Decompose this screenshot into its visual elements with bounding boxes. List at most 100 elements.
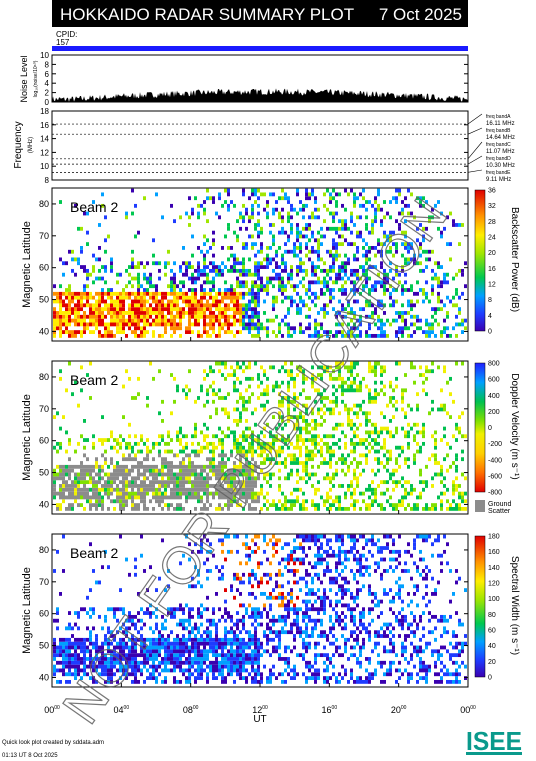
heatmap-cell <box>224 411 227 416</box>
heatmap-cell <box>188 223 191 227</box>
heatmap-cell <box>71 257 74 262</box>
heatmap-cell <box>290 373 293 377</box>
heatmap-cell <box>185 679 188 684</box>
heatmap-cell <box>341 392 344 397</box>
heatmap-cell <box>263 284 266 289</box>
heatmap-cell <box>260 284 263 289</box>
heatmap-cell <box>230 588 233 593</box>
heatmap-cell <box>245 426 248 431</box>
heatmap-cell <box>104 457 107 462</box>
heatmap-cell <box>182 622 185 627</box>
heatmap-cell <box>137 284 140 289</box>
heatmap-cell <box>308 472 311 477</box>
heatmap-cell <box>164 676 167 680</box>
heatmap-cell <box>380 365 383 370</box>
heatmap-cell <box>173 453 176 458</box>
heatmap-cell <box>455 457 458 462</box>
heatmap-cell <box>140 534 143 539</box>
heatmap-cell <box>332 384 335 389</box>
heatmap-cells <box>53 534 467 684</box>
heatmap-cell <box>335 495 338 500</box>
heatmap-cell <box>311 419 314 423</box>
heatmap-cell <box>206 441 209 446</box>
heatmap-cell <box>176 649 179 654</box>
heatmap-cell <box>353 280 356 285</box>
heatmap-cell <box>200 660 203 665</box>
heatmap-cell <box>119 487 122 492</box>
heatmap-cell <box>164 487 167 492</box>
heatmap-cell <box>212 637 215 642</box>
heatmap-cell <box>401 242 404 247</box>
heatmap-cell <box>176 291 179 296</box>
heatmap-cell <box>101 645 104 650</box>
heatmap-cell <box>80 322 83 327</box>
heatmap-cell <box>299 268 302 273</box>
heatmap-cell <box>119 649 122 654</box>
heatmap-cell <box>335 280 338 285</box>
heatmap-cell <box>212 676 215 680</box>
heatmap-cell <box>242 637 245 642</box>
heatmap-cell <box>122 314 125 319</box>
heatmap-cell <box>203 476 206 481</box>
heatmap-cell <box>188 542 191 547</box>
heatmap-cell <box>236 618 239 623</box>
heatmap-cell <box>206 272 209 277</box>
heatmap-cell <box>125 634 128 638</box>
heatmap-cell <box>80 503 83 507</box>
heatmap-cell <box>194 291 197 296</box>
heatmap-cell <box>245 399 248 404</box>
heatmap-cell <box>206 653 209 658</box>
heatmap-cell <box>188 322 191 327</box>
heatmap-cell <box>131 649 134 654</box>
heatmap-cell <box>110 299 113 304</box>
heatmap-cell <box>299 449 302 454</box>
heatmap-cell <box>131 506 134 511</box>
heatmap-cell <box>416 226 419 231</box>
heatmap-cell <box>128 472 131 477</box>
heatmap-cell <box>257 664 260 669</box>
heatmap-cell <box>137 322 140 327</box>
heatmap-cell <box>122 415 125 420</box>
heatmap-cell <box>194 399 197 404</box>
heatmap-cell <box>236 660 239 665</box>
heatmap-cell <box>326 506 329 511</box>
heatmap-cell <box>251 464 254 469</box>
heatmap-cell <box>251 649 254 654</box>
heatmap-cell <box>224 645 227 650</box>
heatmap-cell <box>320 453 323 458</box>
heatmap-cell <box>287 380 290 385</box>
heatmap-cell <box>80 649 83 654</box>
heatmap-cell <box>365 253 368 258</box>
heatmap-cell <box>68 506 71 511</box>
heatmap-cell <box>320 396 323 400</box>
heatmap-cell <box>179 480 182 485</box>
heatmap-cell <box>242 614 245 619</box>
heatmap-cell <box>158 453 161 458</box>
heatmap-cell <box>251 299 254 304</box>
heatmap-cell <box>434 441 437 446</box>
heatmap-cell <box>68 322 71 327</box>
heatmap-cell <box>317 242 320 247</box>
heatmap-cell <box>176 495 179 500</box>
heatmap-cell <box>173 307 176 312</box>
heatmap-cell <box>197 299 200 304</box>
heatmap-cell <box>158 411 161 416</box>
heatmap-cell <box>266 441 269 446</box>
heatmap-cell <box>125 311 128 315</box>
heatmap-cell <box>233 261 236 266</box>
heatmap-cell <box>98 257 101 262</box>
heatmap-cell <box>287 249 290 254</box>
heatmap-cell <box>410 299 413 304</box>
heatmap-cell <box>149 291 152 296</box>
heatmap-cell <box>80 472 83 477</box>
heatmap-cell <box>227 472 230 477</box>
heatmap-cell <box>239 449 242 454</box>
heatmap-cell <box>68 333 71 338</box>
heatmap-cell <box>185 384 188 389</box>
heatmap-cell <box>335 253 338 258</box>
heatmap-cell <box>113 480 116 485</box>
heatmap-cell <box>104 307 107 312</box>
heatmap-cell <box>215 506 218 511</box>
heatmap-cell <box>341 330 344 334</box>
heatmap-cell <box>392 472 395 477</box>
